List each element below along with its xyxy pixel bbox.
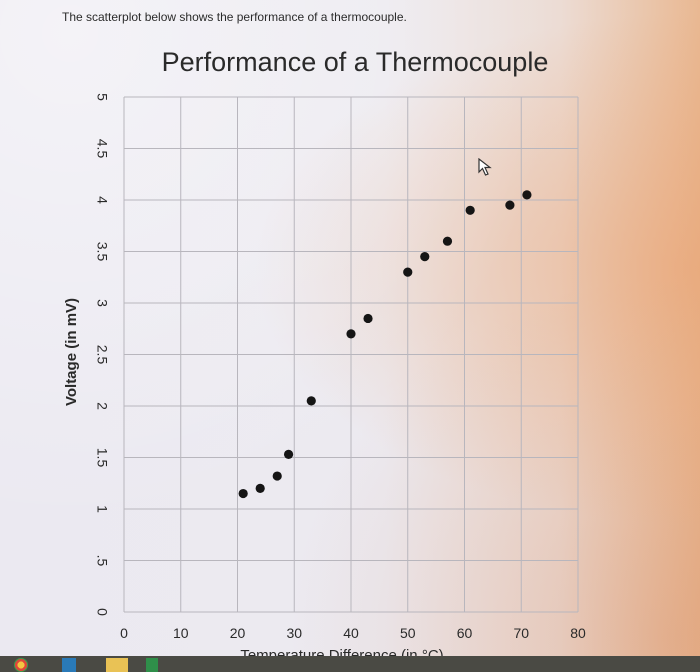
y-tick-label-0: 0: [94, 608, 110, 616]
mouse-pointer-icon: [478, 158, 492, 176]
y-tick-label-7: 3.5: [94, 242, 110, 262]
x-tick-label-3: 30: [286, 625, 302, 641]
data-point-5: [346, 329, 356, 339]
data-point-3: [283, 449, 294, 460]
y-tick-label-3: 1.5: [94, 448, 110, 468]
x-tick-label-6: 60: [457, 625, 473, 641]
data-point-4: [306, 396, 316, 406]
y-tick-label-5: 2.5: [94, 345, 110, 365]
app-icon-1[interactable]: [14, 658, 28, 672]
data-point-1: [255, 483, 265, 493]
question-prompt: The scatterplot below shows the performa…: [62, 10, 407, 24]
y-tick-label-6: 3: [94, 299, 110, 307]
data-point-8: [420, 252, 430, 262]
data-points: [238, 190, 532, 499]
data-point-7: [403, 267, 413, 277]
x-tick-labels: 0 10 20 30 40 50 60 70 80: [120, 625, 586, 641]
y-tick-label-8: 4: [94, 196, 110, 204]
x-tick-label-8: 80: [570, 625, 586, 641]
x-tick-label-2: 20: [230, 625, 246, 641]
y-tick-label-4: 2: [94, 402, 110, 410]
y-tick-label-9: 4.5: [94, 139, 110, 159]
app-icon-3[interactable]: [106, 658, 128, 672]
data-point-12: [522, 190, 532, 200]
y-tick-labels: 0 .5 1 1.5 2 2.5 3 3.5 4 4.5 5: [94, 93, 110, 616]
data-point-2: [272, 471, 282, 481]
taskbar: [0, 656, 700, 672]
data-point-10: [465, 205, 475, 215]
data-point-6: [363, 313, 373, 324]
data-point-11: [505, 200, 515, 210]
y-tick-label-2: 1: [94, 505, 110, 513]
x-tick-label-0: 0: [120, 625, 128, 641]
app-icon-4[interactable]: [146, 658, 158, 672]
y-tick-label-1: .5: [94, 555, 110, 567]
data-point-0: [238, 488, 248, 499]
y-axis-label: Voltage (in mV): [63, 298, 80, 406]
grid: [123, 96, 579, 613]
app-icon-2[interactable]: [62, 658, 76, 672]
x-tick-label-5: 50: [400, 625, 416, 641]
data-point-9: [442, 236, 453, 246]
y-tick-label-10: 5: [94, 93, 110, 101]
chart-title: Performance of a Thermocouple: [162, 47, 549, 77]
x-tick-label-7: 70: [513, 625, 529, 641]
x-tick-label-4: 40: [343, 625, 359, 641]
x-tick-label-1: 10: [173, 625, 189, 641]
